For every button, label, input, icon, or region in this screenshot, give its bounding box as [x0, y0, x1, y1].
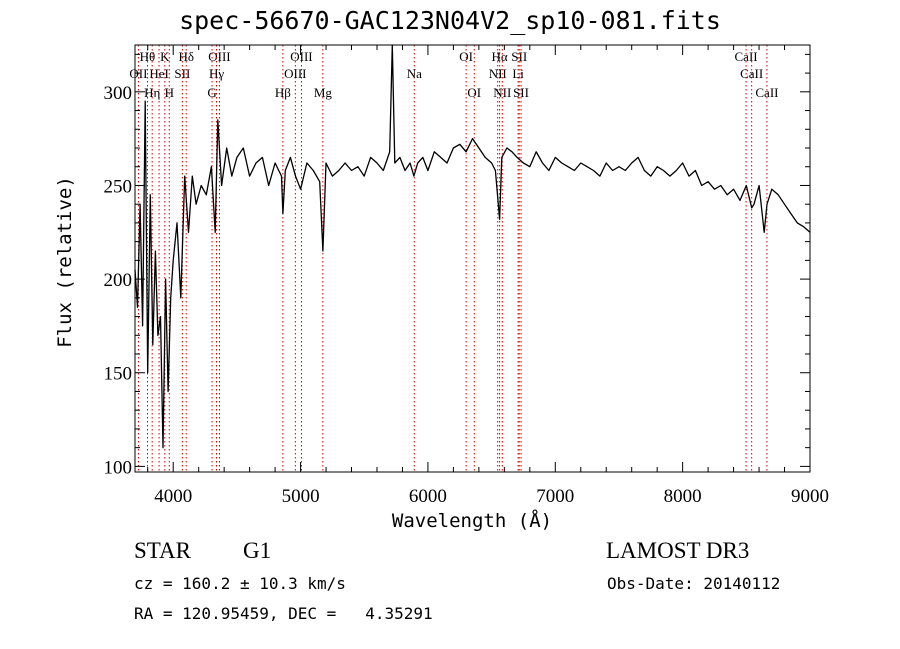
line-label-Li: Li: [512, 66, 524, 81]
line-label-H-alpha: Hα: [492, 49, 508, 64]
line-label-H-gamma: Hγ: [209, 66, 224, 81]
plot-frame: [134, 44, 811, 473]
y-tick-label-300: 300: [104, 83, 133, 104]
line-label-O-III-4959: OIII: [284, 66, 306, 81]
y-tick-label-250: 250: [104, 176, 133, 197]
x-axis-label: Wavelength (Å): [391, 510, 553, 532]
line-label-Mg: Mg: [314, 85, 333, 100]
x-tick-label-7000: 7000: [536, 486, 574, 507]
y-tick-label-150: 150: [104, 364, 133, 385]
obs-date: Obs-Date: 20140112: [607, 574, 781, 593]
line-label-Na: Na: [407, 66, 422, 81]
line-label-O-III-5007: OIII: [290, 49, 312, 64]
line-label-G-band: G: [207, 85, 216, 100]
chart-title: spec-56670-GAC123N04V2_sp10-081.fits: [179, 6, 721, 35]
line-label-Ca-II-8542: CaII: [740, 66, 763, 81]
line-label-S-II-6717: SII: [511, 49, 527, 64]
x-tick-label-6000: 6000: [409, 486, 447, 507]
line-label-Ca-II-8662: CaII: [755, 85, 778, 100]
line-label-Ca-II-H: H: [165, 85, 174, 100]
survey-name: LAMOST DR3: [606, 538, 750, 563]
line-label-O-I-6364: OI: [467, 85, 481, 100]
line-label-O-I-6300: OI: [459, 49, 473, 64]
x-tick-label-4000: 4000: [154, 486, 192, 507]
series-flux: [134, 44, 811, 449]
line-label-H-eta: Hη: [144, 85, 160, 100]
x-tick-label-9000: 9000: [791, 486, 829, 507]
line-label-H-theta: Hθ: [140, 49, 156, 64]
object-class: STAR: [134, 538, 191, 563]
ra-dec: RA = 120.95459, DEC = 4.35291: [134, 604, 433, 623]
line-label-S-II-4072: SII: [174, 66, 190, 81]
object-subclass: G1: [243, 538, 272, 563]
line-label-S-II-6731: SII: [513, 85, 529, 100]
redshift-cz: cz = 160.2 ± 10.3 km/s: [134, 574, 346, 593]
y-tick-label-100: 100: [104, 457, 133, 478]
line-label-Ca-II-8498: CaII: [735, 49, 758, 64]
line-label-O-III-4363: OIII: [208, 49, 230, 64]
x-tick-label-5000: 5000: [282, 486, 320, 507]
line-label-Ca-II-K: K: [160, 49, 170, 64]
line-label-N-II-6548: NII: [489, 66, 507, 81]
line-label-N-II-6584: NII: [493, 85, 511, 100]
y-axis-label: Flux (relative): [54, 176, 76, 348]
line-label-H-delta: Hδ: [178, 49, 194, 64]
line-label-He-I: HeI: [149, 66, 169, 81]
line-label-H-beta: Hβ: [275, 85, 291, 100]
x-tick-label-8000: 8000: [664, 486, 702, 507]
y-tick-label-200: 200: [104, 270, 133, 291]
